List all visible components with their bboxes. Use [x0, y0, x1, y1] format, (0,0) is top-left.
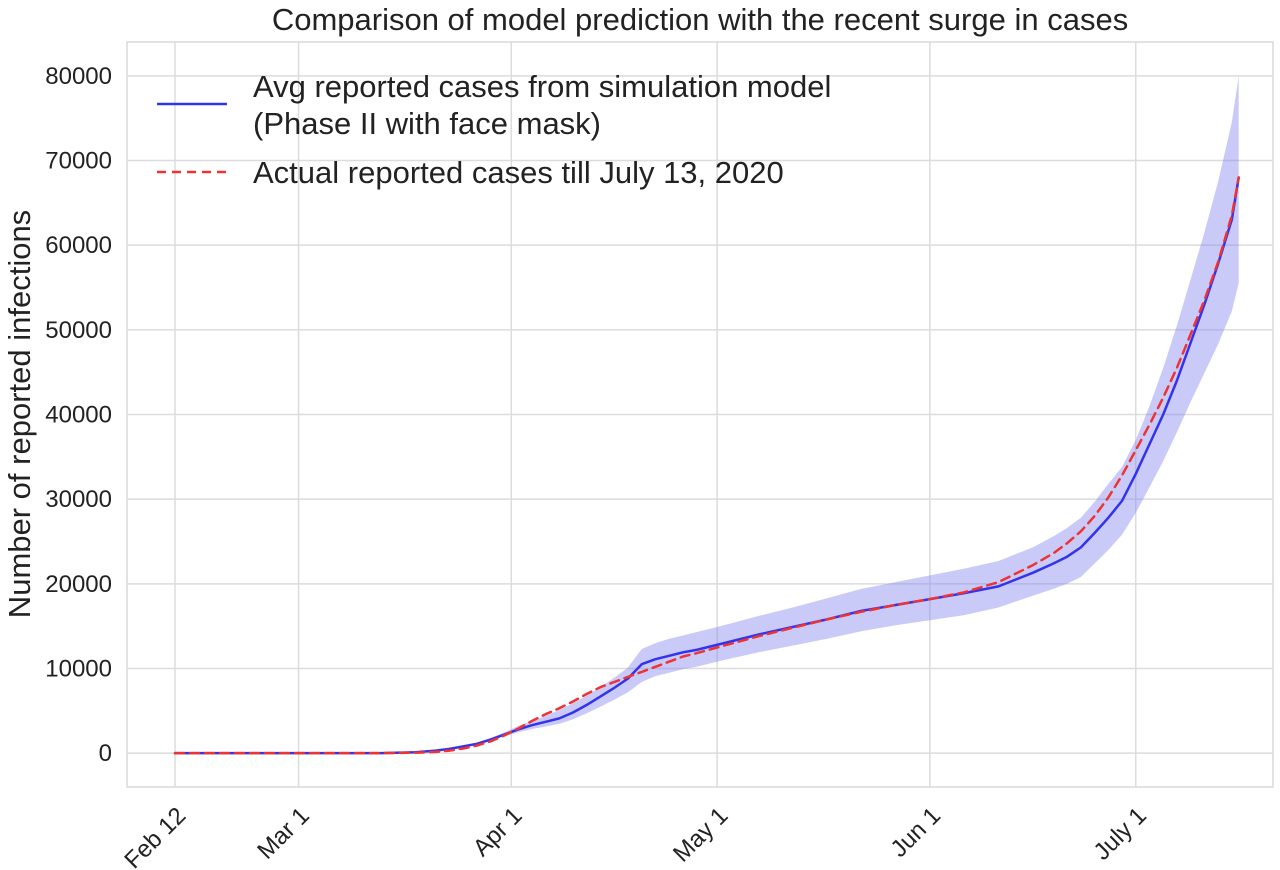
confidence-band-layer [175, 75, 1239, 754]
y-tick-label: 20000 [45, 571, 112, 598]
simulation-confidence-band [175, 75, 1239, 754]
grid [127, 42, 1273, 787]
legend-label-actual: Actual reported cases till July 13, 2020 [253, 155, 784, 190]
x-tick-label: July 1 [1089, 802, 1152, 865]
y-tick-label: 60000 [45, 232, 112, 259]
y-axis-label: Number of reported infections [2, 210, 37, 618]
x-tick-label: Jun 1 [886, 802, 947, 863]
x-tick-label: Mar 1 [252, 802, 314, 864]
x-tick-label: Feb 12 [119, 802, 191, 870]
legend-label-simulation-line2: (Phase II with face mask) [253, 106, 601, 141]
x-tick-label: Apr 1 [468, 802, 528, 862]
y-tick-label: 40000 [45, 402, 112, 429]
legend-label-simulation-line1: Avg reported cases from simulation model [253, 69, 831, 104]
actual-cases-line [173, 176, 1240, 755]
y-tick-label: 80000 [45, 63, 112, 90]
y-tick-label: 30000 [45, 486, 112, 513]
simulation-avg-line [173, 176, 1240, 755]
x-tick-label: May 1 [668, 802, 733, 867]
y-tick-label: 10000 [45, 655, 112, 682]
legend: Avg reported cases from simulation model… [157, 69, 831, 190]
series-layer [173, 176, 1240, 755]
y-tick-label: 70000 [45, 148, 112, 175]
chart-title: Comparison of model prediction with the … [272, 2, 1128, 37]
y-tick-label: 50000 [45, 317, 112, 344]
y-tick-label: 0 [99, 740, 112, 767]
